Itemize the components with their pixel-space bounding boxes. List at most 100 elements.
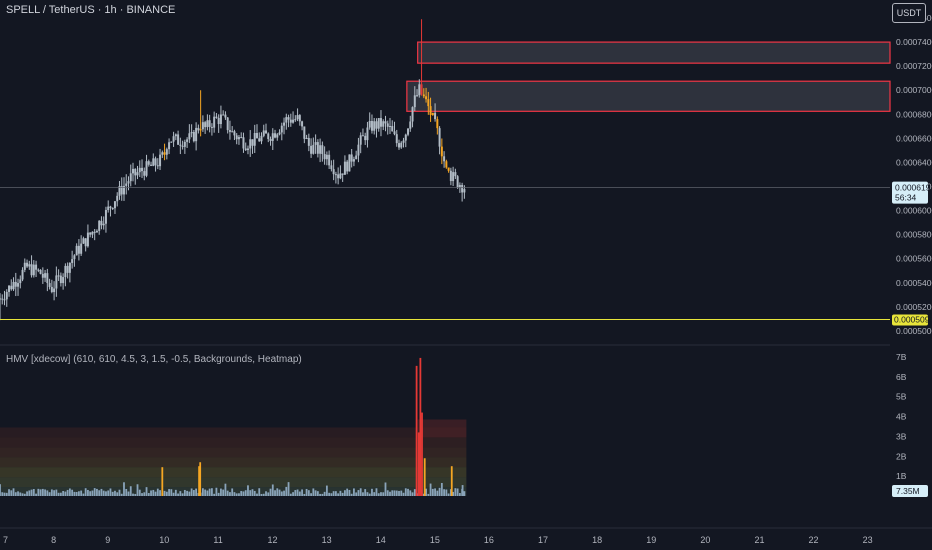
candle-body: [319, 145, 322, 154]
last-price-label: 0.0006191: [895, 183, 932, 193]
volume-bar: [251, 489, 254, 496]
volume-bar: [256, 493, 258, 496]
candle-body: [404, 134, 407, 141]
candle-body: [197, 127, 200, 131]
time-axis[interactable]: 7 8 9 10 11 12 13 14 15 16 17 18 19 20 21 22 23: [0, 527, 932, 545]
candle-body: [41, 273, 44, 278]
candle-body: [1, 298, 4, 300]
candle-body: [391, 126, 394, 132]
volume-bar: [132, 493, 134, 496]
candle-body: [373, 121, 376, 131]
volume-bar: [48, 492, 51, 496]
volume-bar: [80, 490, 83, 496]
candle-body: [206, 120, 209, 128]
candle-body: [109, 206, 112, 208]
volume-bar: [231, 488, 234, 496]
candle-body: [134, 168, 137, 176]
volume-bar: [98, 490, 101, 496]
candle-body: [337, 174, 340, 179]
volume-bar: [181, 493, 184, 496]
volume-bar: [147, 493, 150, 496]
candle-body: [219, 114, 222, 125]
candle-body: [416, 95, 419, 97]
candle-body: [274, 133, 277, 138]
time-tick-label: 21: [754, 535, 764, 545]
candle-body: [195, 127, 198, 142]
candle-body: [425, 96, 428, 100]
candle-body: [310, 145, 313, 154]
heatmap-band: [0, 447, 467, 458]
volume-bar: [362, 492, 364, 496]
candle-body: [186, 139, 189, 142]
candle-body: [161, 152, 164, 155]
time-tick-label: 17: [538, 535, 548, 545]
candle-body: [316, 142, 319, 154]
candle-body: [409, 121, 412, 129]
candle-body: [357, 144, 360, 156]
time-tick-label: 12: [268, 535, 278, 545]
candle-body: [168, 142, 171, 150]
volume-bar: [258, 488, 261, 496]
volume-bar: [30, 489, 33, 496]
volume-tick-label: 5B: [896, 392, 907, 402]
volume-axis[interactable]: 1B 2B 3B 4B 5B 6B 7B: [896, 352, 907, 481]
volume-bar: [213, 493, 216, 496]
time-tick-label: 9: [105, 535, 110, 545]
candle-body: [429, 106, 432, 115]
candle-body: [8, 285, 11, 292]
candle-body: [163, 152, 166, 155]
candle-body: [386, 123, 389, 127]
volume-bar: [57, 492, 60, 496]
candle-body: [170, 141, 173, 143]
volume-bar: [373, 492, 376, 496]
candle-body: [75, 245, 78, 256]
volume-spike-bar: [421, 412, 423, 496]
volume-bar: [114, 490, 116, 496]
volume-bar: [298, 491, 301, 496]
volume-bar: [143, 492, 146, 496]
candle-body: [431, 112, 434, 115]
candle-body: [283, 122, 286, 126]
candle-body: [420, 84, 423, 95]
volume-bar: [145, 487, 148, 496]
candle-body: [269, 139, 272, 141]
volume-bar: [312, 488, 315, 496]
candle-body: [23, 262, 26, 270]
symbol-title[interactable]: SPELL / TetherUS · 1h · BINANCE: [6, 4, 176, 16]
volume-bar: [332, 491, 335, 496]
volume-bar: [118, 489, 121, 496]
volume-bar: [73, 491, 76, 496]
candle-body: [287, 117, 290, 120]
candle-body: [265, 130, 268, 134]
candle-body: [141, 167, 144, 172]
volume-bar: [242, 491, 245, 496]
volume-bar: [3, 492, 6, 496]
volume-bar: [192, 490, 195, 496]
last-volume-label: 7.35M: [896, 486, 920, 496]
candle-body: [84, 238, 87, 247]
volume-bar: [395, 490, 398, 496]
candle-body: [325, 154, 328, 160]
candle-body: [375, 121, 378, 129]
currency-button[interactable]: USDT: [892, 3, 926, 23]
volume-bar: [244, 490, 247, 496]
volume-bar: [350, 493, 353, 496]
candle-body: [125, 183, 128, 186]
candle-body: [447, 167, 450, 171]
volume-bar: [346, 488, 349, 496]
volume-bar: [402, 492, 405, 496]
volume-bar: [1, 492, 4, 496]
volume-bar: [188, 491, 191, 496]
volume-bar: [253, 490, 256, 496]
heatmap-band: [0, 477, 467, 488]
candle-body: [3, 299, 6, 301]
candle-body: [413, 95, 416, 108]
volume-bar: [305, 488, 308, 496]
indicator-title[interactable]: HMV [xdecow] (610, 610, 4.5, 3, 1.5, -0.…: [6, 354, 302, 365]
candle-body: [452, 172, 455, 182]
